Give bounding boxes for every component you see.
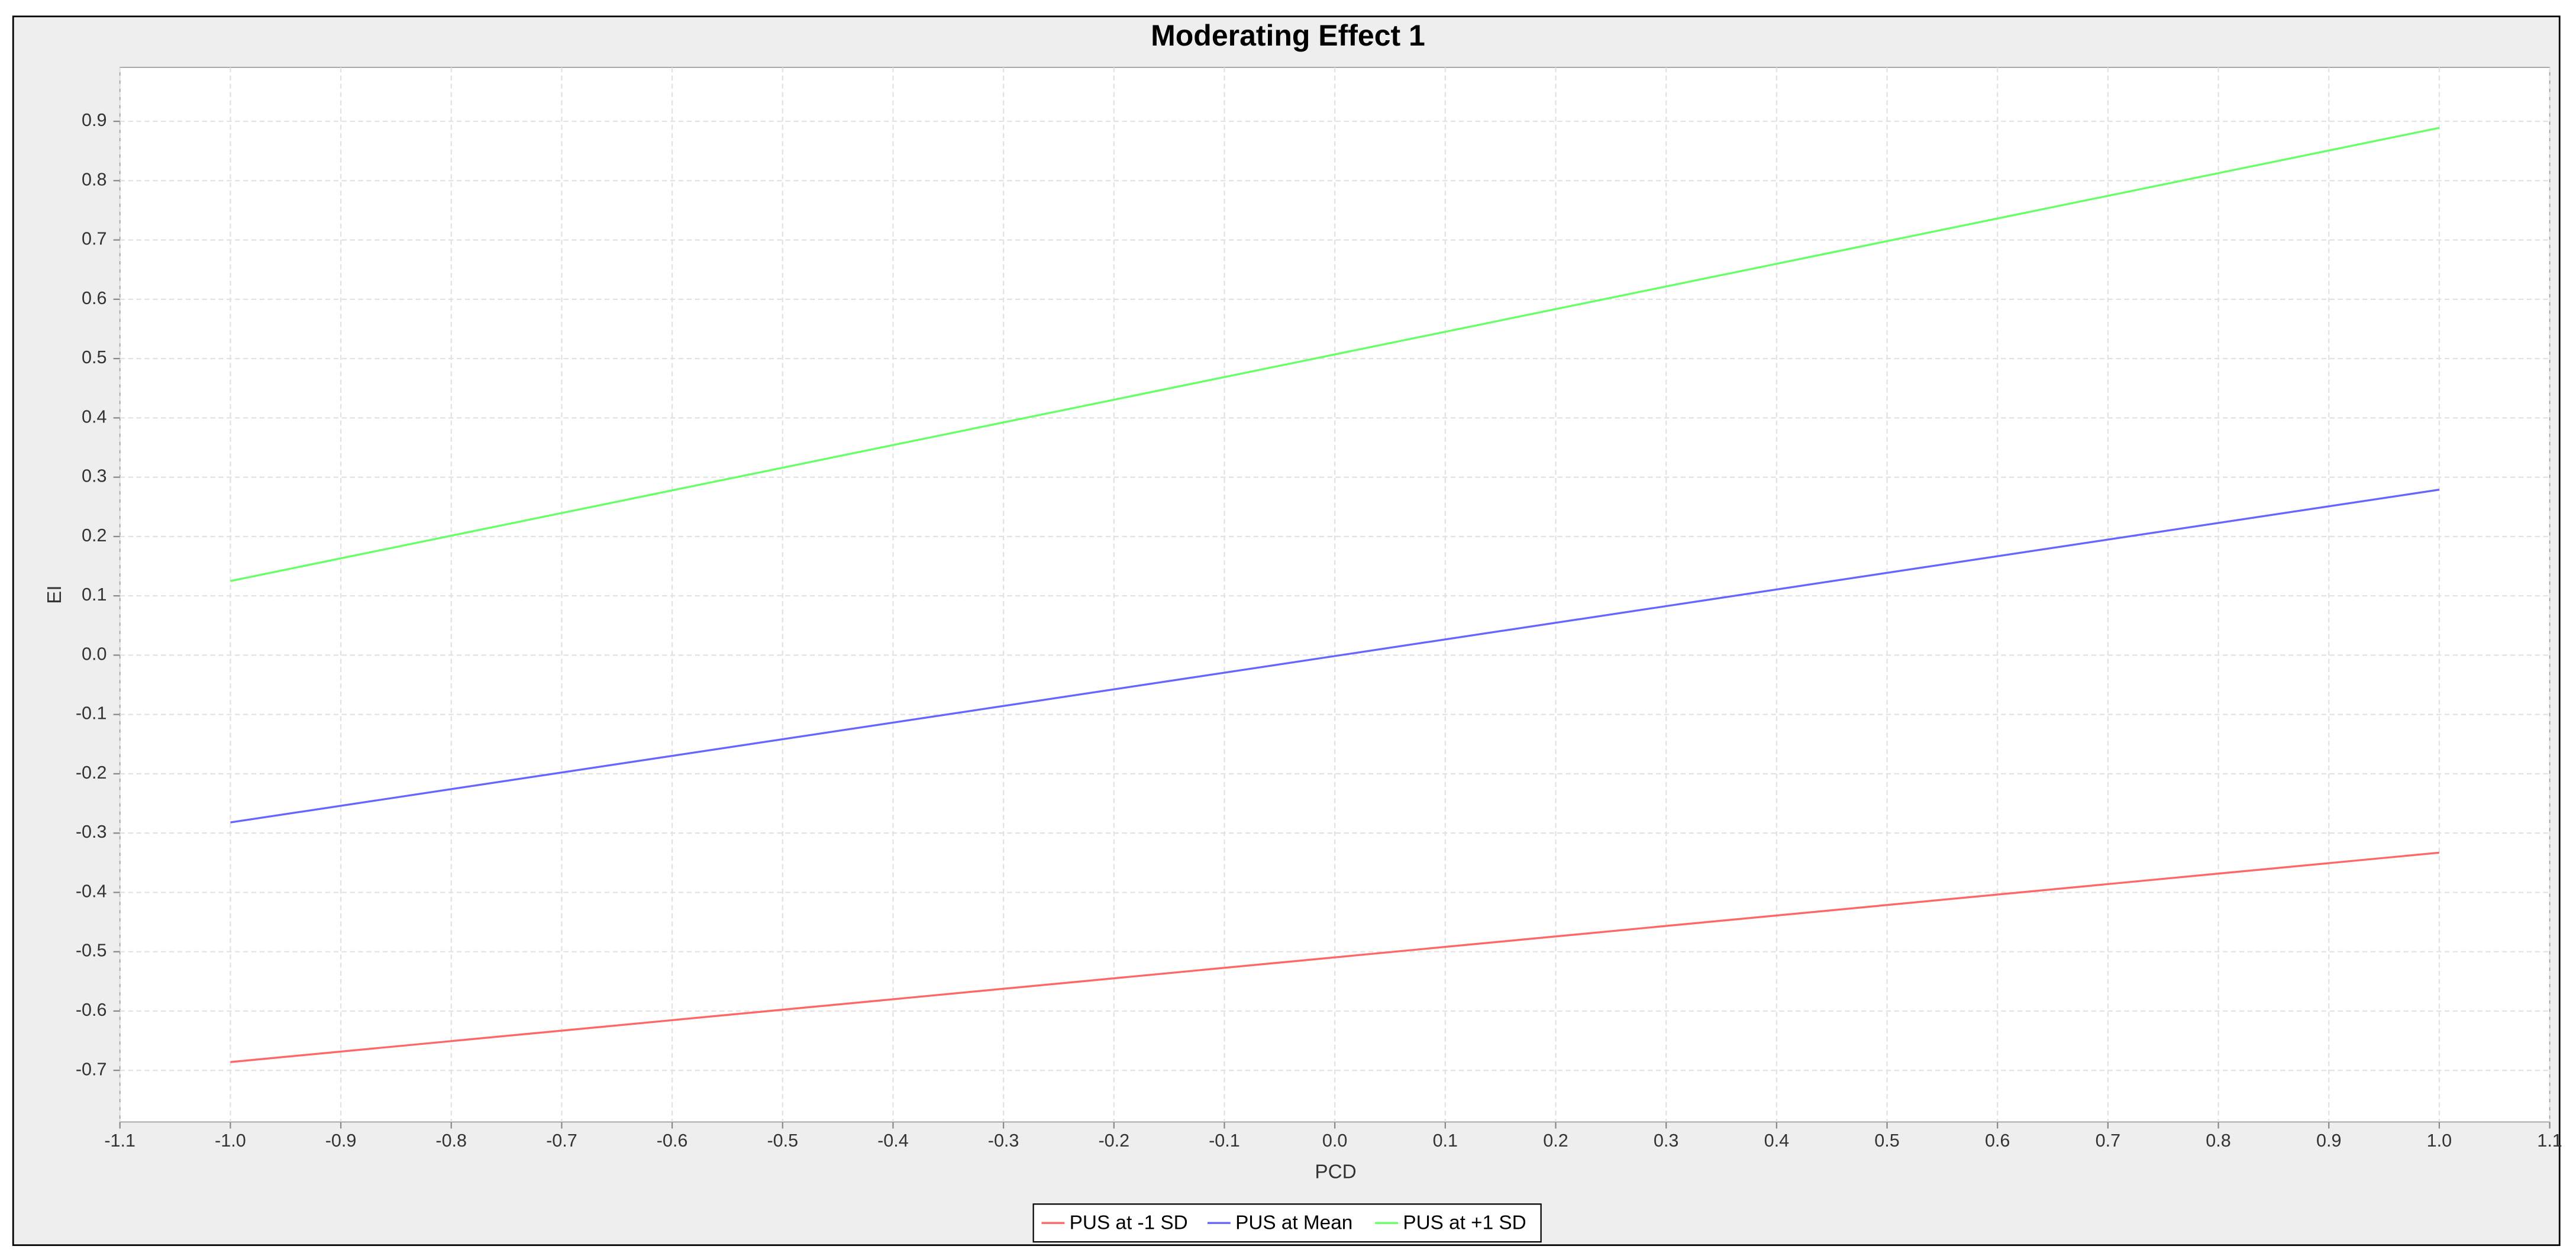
x-axis-label: PCD [1315, 1161, 1356, 1183]
x-tick-label: -1.0 [215, 1131, 246, 1151]
legend [1032, 1203, 1542, 1243]
y-tick-label: 0.7 [82, 229, 106, 249]
x-tick-label: -0.6 [657, 1131, 688, 1151]
x-tick-label: 0.7 [2096, 1131, 2120, 1151]
legend-label: PUS at -1 SD [1070, 1212, 1188, 1234]
x-tick-label: -0.9 [325, 1131, 357, 1151]
x-tick-label: 0.0 [1322, 1131, 1347, 1151]
y-tick-label: -0.3 [76, 822, 107, 842]
y-tick-label: -0.2 [76, 763, 107, 783]
x-tick-label: 0.3 [1654, 1131, 1678, 1151]
y-tick-label: 0.1 [82, 585, 106, 605]
y-tick-label: 0.2 [82, 525, 106, 545]
x-tick-label: 0.4 [1764, 1131, 1789, 1151]
y-tick-label: -0.6 [76, 1000, 107, 1020]
x-tick-label: 0.9 [2316, 1131, 2341, 1151]
x-tick-label: -1.1 [104, 1131, 135, 1151]
y-tick-label: 0.9 [82, 110, 106, 130]
x-tick-label: -0.2 [1098, 1131, 1129, 1151]
y-tick-label: 0.5 [82, 347, 106, 367]
x-tick-label: -0.8 [435, 1131, 467, 1151]
x-tick-label: 0.6 [1985, 1131, 2010, 1151]
x-tick-label: 1.0 [2427, 1131, 2452, 1151]
x-tick-label: 0.5 [1874, 1131, 1899, 1151]
x-tick-label: -0.5 [767, 1131, 798, 1151]
y-tick-label: -0.5 [76, 941, 107, 961]
series-line [230, 851, 2440, 1063]
y-tick-label: 0.3 [82, 466, 106, 486]
x-tick-label: -0.4 [877, 1131, 909, 1151]
y-tick-label: -0.7 [76, 1059, 107, 1079]
x-tick-label: 0.1 [1433, 1131, 1458, 1151]
y-tick-label: -0.1 [76, 703, 107, 724]
y-tick-label: -0.4 [76, 881, 107, 901]
x-tick-label: 1.1 [2537, 1131, 2562, 1151]
y-tick-label: 0.4 [82, 406, 106, 427]
x-tick-label: -0.3 [988, 1131, 1019, 1151]
x-tick-label: -0.7 [546, 1131, 577, 1151]
series-line [230, 127, 2440, 582]
x-tick-label: 0.2 [1543, 1131, 1568, 1151]
series-line [230, 489, 2440, 824]
chart-title: Moderating Effect 1 [1151, 19, 1425, 52]
y-axis-label: EI [44, 585, 66, 603]
y-tick-label: 0.6 [82, 288, 106, 308]
y-tick-label: 0.8 [82, 169, 106, 189]
x-tick-label: 0.8 [2206, 1131, 2230, 1151]
y-tick-label: 0.0 [82, 644, 106, 664]
legend-label: PUS at +1 SD [1403, 1212, 1526, 1234]
legend-label: PUS at Mean [1235, 1212, 1352, 1234]
x-tick-label: -0.1 [1209, 1131, 1240, 1151]
